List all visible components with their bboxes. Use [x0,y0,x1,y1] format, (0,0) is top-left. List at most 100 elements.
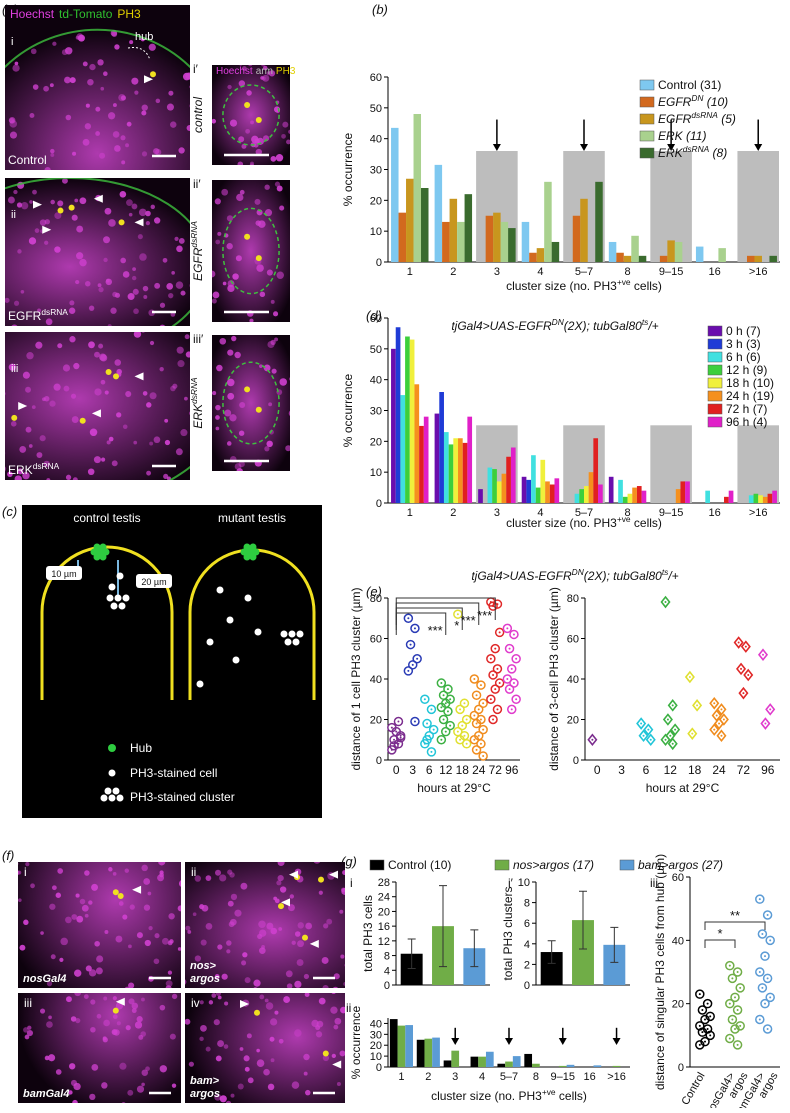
ph3-spot [113,373,119,379]
nucleus [209,1000,213,1004]
nucleus [266,441,272,447]
point [728,974,736,982]
nucleus [56,893,61,898]
point-center [699,1025,701,1027]
legend-label-part: bam>argos (27) [638,858,723,872]
diagram-title: control testis [73,511,140,525]
nucleus [115,293,120,298]
nucleus [21,290,25,294]
bar [763,497,768,503]
x-axis-label: hours at 29°C [417,781,491,795]
image-numeral: iii [11,363,18,375]
point-center [769,939,771,941]
scale-label: 10 µm [51,569,76,579]
point-center [445,731,447,733]
x-tick-label: 1 [398,1071,404,1083]
nucleus [259,947,266,954]
nucleus [109,437,114,442]
ph3-spot [11,415,17,421]
nucleus [276,154,283,161]
nucleus [114,44,119,49]
nucleus [211,846,216,851]
nucleus [305,1090,310,1095]
nucleus [222,974,228,980]
bar [642,491,647,503]
bar [497,481,502,503]
nucleus [343,982,347,986]
nucleus [0,450,5,457]
legend-label-sup: dsRNA [691,110,718,120]
x-tick-label: >16 [749,507,768,519]
nucleus [181,975,185,979]
y-axis-label: % occurrence [341,132,355,206]
bar [524,1054,532,1067]
chart-title-part: (2X); tubGal80 [564,319,642,333]
bar [754,494,759,503]
legend-swatch [708,339,722,349]
nucleus [17,202,22,207]
point-center [713,729,715,731]
point [686,672,694,682]
nucleus [10,132,17,139]
point-center [691,733,693,735]
nucleus [242,952,247,957]
point [506,645,514,653]
nucleus [168,940,173,945]
x-axis-label-sup: +ve [542,1087,556,1097]
point-center [759,1019,761,1021]
nucleus [333,1025,338,1030]
point-center [761,933,763,935]
nucleus [226,1101,231,1106]
nucleus [54,384,61,391]
nucleus [3,874,10,881]
point-center [490,698,492,700]
point-center [440,739,442,741]
nucleus [154,283,160,289]
nucleus [71,394,76,399]
legend-label-part: EGFR [658,112,692,126]
nucleus [215,240,220,245]
point-center [667,719,669,721]
nucleus [90,429,97,436]
point-center [729,965,731,967]
ph3-spot [244,234,250,240]
point [512,655,520,663]
nucleus [211,993,216,998]
panel-label: (b) [372,2,388,17]
ph3-cluster-cell [289,631,296,638]
point-center [445,702,447,704]
nucleus [278,927,282,931]
nucleus [23,920,28,925]
legend-swatch [640,97,654,107]
nucleus [231,894,237,900]
nucleus [330,1006,337,1013]
point [491,685,499,693]
point-center [496,668,498,670]
legend-cell [109,770,116,777]
nucleus [332,1054,336,1058]
x-axis-label-part: cluster size (no. PH3 [431,1089,542,1103]
nucleus [365,1071,370,1076]
nucleus [172,1083,176,1087]
point-center [391,727,393,729]
nucleus [70,77,76,83]
legend-cluster-cell [101,795,108,802]
nucleus [56,1069,62,1075]
nucleus [84,994,89,999]
x-axis-label: cluster size (no. PH3+ve cells) [431,1087,587,1103]
nucleus [256,1049,260,1053]
nucleus [108,867,112,871]
bar [505,1062,513,1067]
point [759,650,767,660]
ph3-cluster-cell [111,603,118,610]
bar [508,228,515,262]
inset-stain-label: PH3 [276,66,296,77]
legend-swatch [708,417,722,427]
y-tick-label: 30 [370,165,382,177]
point [477,681,485,689]
y-axis-label: % occurrence [349,1005,363,1079]
image-numeral: iv [191,996,200,1010]
nucleus [123,271,130,278]
x-axis-label-part: cluster size (no. PH3 [506,516,617,530]
nucleus [35,342,42,349]
